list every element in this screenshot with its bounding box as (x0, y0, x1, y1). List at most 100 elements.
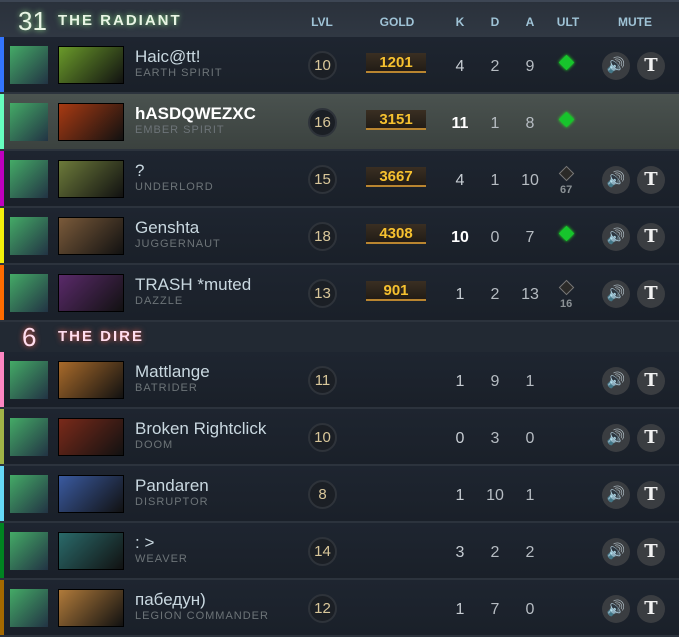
player-name[interactable]: ? (135, 161, 145, 180)
speaker-icon: 🔊 (606, 285, 626, 302)
speaker-icon: 🔊 (606, 372, 626, 389)
mute-voice-button[interactable]: 🔊 (602, 223, 630, 251)
mute-voice-button[interactable]: 🔊 (602, 166, 630, 194)
mute-voice-button[interactable]: 🔊 (602, 52, 630, 80)
player-avatar[interactable] (10, 361, 48, 399)
hero-name: UNDERLORD (135, 181, 214, 193)
dire-score: 6 (22, 322, 37, 352)
hero-portrait[interactable] (58, 217, 124, 255)
deaths: 10 (486, 487, 504, 504)
player-avatar[interactable] (10, 418, 48, 456)
hero-portrait[interactable] (58, 274, 124, 312)
player-row: Mattlange BATRIDER 11 1 9 1 🔊 T (0, 352, 679, 409)
hero-portrait[interactable] (58, 532, 124, 570)
player-name[interactable]: hASDQWEZXC (135, 104, 256, 123)
player-name[interactable]: : > (135, 533, 155, 552)
mute-voice-button[interactable]: 🔊 (602, 538, 630, 566)
player-avatar[interactable] (10, 589, 48, 627)
player-color-bar (0, 37, 4, 92)
player-name[interactable]: Haic@tt! (135, 47, 201, 66)
player-avatar[interactable] (10, 532, 48, 570)
hero-name: DAZZLE (135, 295, 184, 307)
dire-title: THE DIRE (58, 328, 145, 345)
player-row: : > WEAVER 14 3 2 2 🔊 T (0, 523, 679, 580)
player-color-bar (0, 352, 4, 407)
player-name[interactable]: Pandaren (135, 476, 209, 495)
mute-voice-button[interactable]: 🔊 (602, 280, 630, 308)
deaths: 2 (490, 286, 500, 303)
player-row: Genshta JUGGERNAUT 18 4308 10 0 7 🔊 T (0, 208, 679, 265)
hero-portrait[interactable] (58, 418, 124, 456)
mute-voice-button[interactable]: 🔊 (602, 595, 630, 623)
player-name[interactable]: TRASH *muted (135, 275, 252, 294)
mute-voice-button[interactable]: 🔊 (602, 424, 630, 452)
gold-value: 3667 (366, 167, 426, 187)
gold-value: 4308 (366, 224, 426, 244)
player-row: ? UNDERLORD 15 3667 4 1 10 67 🔊 T (0, 151, 679, 208)
player-avatar[interactable] (10, 46, 48, 84)
mute-text-button[interactable]: T (637, 223, 665, 251)
mute-text-button[interactable]: T (637, 424, 665, 452)
player-avatar[interactable] (10, 475, 48, 513)
hero-portrait[interactable] (58, 160, 124, 198)
radiant-title: THE RADIANT (58, 12, 182, 29)
col-lvl: LVL (311, 15, 333, 29)
kills: 1 (455, 601, 465, 618)
col-k: K (455, 15, 465, 29)
speaker-icon: 🔊 (606, 228, 626, 245)
assists: 8 (525, 115, 535, 132)
mute-text-button[interactable]: T (637, 280, 665, 308)
assists: 2 (525, 544, 535, 561)
deaths: 0 (490, 229, 500, 246)
mute-text-button[interactable]: T (637, 52, 665, 80)
player-avatar[interactable] (10, 274, 48, 312)
speaker-icon: 🔊 (606, 171, 626, 188)
hero-portrait[interactable] (58, 103, 124, 141)
mute-voice-button[interactable]: 🔊 (602, 367, 630, 395)
player-avatar[interactable] (10, 103, 48, 141)
text-chat-icon: T (644, 541, 658, 562)
text-chat-icon: T (644, 370, 658, 391)
deaths: 1 (490, 172, 500, 189)
hero-portrait[interactable] (58, 361, 124, 399)
player-name[interactable]: пабедун) (135, 590, 206, 609)
gold-value: 901 (366, 281, 426, 301)
player-row: пабедун) LEGION COMMANDER 12 1 7 0 🔊 T (0, 580, 679, 637)
hero-portrait[interactable] (58, 589, 124, 627)
player-color-bar (0, 265, 4, 320)
deaths: 7 (490, 601, 500, 618)
level-badge: 13 (308, 279, 337, 308)
mute-text-button[interactable]: T (637, 481, 665, 509)
dire-header: 6 THE DIRE (0, 322, 679, 352)
text-chat-icon: T (644, 226, 658, 247)
player-avatar[interactable] (10, 217, 48, 255)
level-badge: 10 (308, 423, 337, 452)
level-badge: 8 (308, 480, 337, 509)
col-ult: ULT (556, 15, 580, 29)
mute-voice-button[interactable]: 🔊 (602, 481, 630, 509)
ult-ready-icon (558, 225, 575, 242)
player-name[interactable]: Broken Rightclick (135, 419, 267, 438)
assists: 0 (525, 430, 535, 447)
player-row: Pandaren DISRUPTOR 8 1 10 1 🔊 T (0, 466, 679, 523)
hero-name: JUGGERNAUT (135, 238, 221, 250)
assists: 0 (525, 601, 535, 618)
level-badge: 11 (308, 366, 337, 395)
mute-text-button[interactable]: T (637, 367, 665, 395)
assists: 1 (525, 487, 535, 504)
mute-text-button[interactable]: T (637, 595, 665, 623)
mute-text-button[interactable]: T (637, 166, 665, 194)
mute-text-button[interactable]: T (637, 538, 665, 566)
ult-ready-icon (558, 111, 575, 128)
player-avatar[interactable] (10, 160, 48, 198)
assists: 7 (525, 229, 535, 246)
hero-portrait[interactable] (58, 46, 124, 84)
hero-portrait[interactable] (58, 475, 124, 513)
level-badge: 16 (308, 108, 337, 137)
assists: 9 (525, 58, 535, 75)
player-name[interactable]: Mattlange (135, 362, 210, 381)
player-name[interactable]: Genshta (135, 218, 200, 237)
level-badge: 18 (308, 222, 337, 251)
hero-name: WEAVER (135, 553, 188, 565)
hero-name: DOOM (135, 439, 174, 451)
